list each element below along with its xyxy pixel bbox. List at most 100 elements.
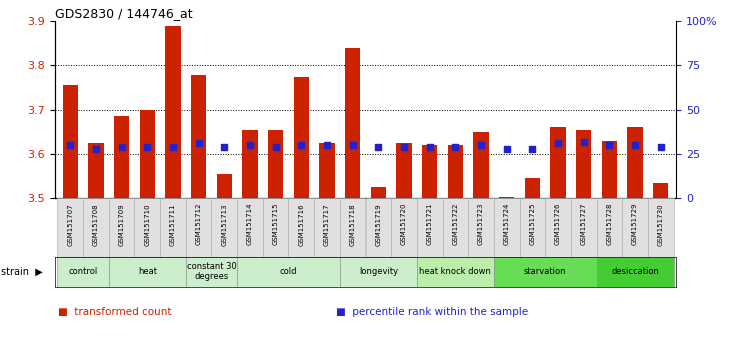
Point bbox=[244, 142, 256, 148]
Text: cold: cold bbox=[280, 267, 298, 276]
Bar bbox=[63, 85, 78, 198]
Text: GSM151728: GSM151728 bbox=[607, 203, 613, 245]
Bar bbox=[340, 257, 417, 287]
Bar bbox=[340, 198, 366, 257]
Text: GSM151710: GSM151710 bbox=[144, 203, 151, 246]
Text: GSM151722: GSM151722 bbox=[452, 203, 458, 245]
Text: GSM151724: GSM151724 bbox=[504, 203, 510, 245]
Point bbox=[398, 144, 410, 150]
Bar bbox=[58, 257, 109, 287]
Point bbox=[346, 142, 358, 148]
Bar bbox=[417, 257, 494, 287]
Text: GSM151723: GSM151723 bbox=[478, 203, 484, 245]
Bar bbox=[242, 130, 257, 198]
Bar bbox=[371, 187, 386, 198]
Bar bbox=[186, 198, 211, 257]
Bar bbox=[442, 198, 468, 257]
Bar bbox=[576, 130, 591, 198]
Bar bbox=[216, 174, 232, 198]
Point bbox=[526, 146, 538, 152]
Bar bbox=[83, 198, 109, 257]
Bar bbox=[366, 198, 391, 257]
Bar bbox=[191, 75, 206, 198]
Bar bbox=[109, 198, 135, 257]
Text: GSM151730: GSM151730 bbox=[658, 203, 664, 246]
Text: GSM151718: GSM151718 bbox=[349, 203, 356, 246]
Text: starvation: starvation bbox=[524, 267, 567, 276]
Point bbox=[655, 144, 667, 150]
Point bbox=[424, 144, 436, 150]
Bar bbox=[648, 198, 673, 257]
Point bbox=[167, 144, 179, 150]
Text: GSM151712: GSM151712 bbox=[196, 203, 202, 245]
Bar bbox=[186, 257, 237, 287]
Bar bbox=[468, 198, 494, 257]
Text: GSM151714: GSM151714 bbox=[247, 203, 253, 245]
Text: GSM151716: GSM151716 bbox=[298, 203, 304, 246]
Text: GSM151713: GSM151713 bbox=[221, 203, 227, 246]
Bar bbox=[571, 198, 596, 257]
Bar bbox=[520, 198, 545, 257]
Text: strain  ▶: strain ▶ bbox=[1, 267, 43, 277]
Point bbox=[373, 144, 385, 150]
Point bbox=[193, 141, 205, 146]
Text: GSM151719: GSM151719 bbox=[375, 203, 382, 246]
Point bbox=[90, 146, 102, 152]
Bar bbox=[494, 257, 596, 287]
Bar bbox=[263, 198, 289, 257]
Bar bbox=[602, 141, 617, 198]
Bar bbox=[237, 198, 263, 257]
Text: GSM151717: GSM151717 bbox=[324, 203, 330, 246]
Bar bbox=[391, 198, 417, 257]
Point bbox=[501, 146, 512, 152]
Text: GSM151729: GSM151729 bbox=[632, 203, 638, 245]
Point bbox=[578, 139, 590, 144]
Bar bbox=[596, 257, 673, 287]
Bar bbox=[135, 198, 160, 257]
Point bbox=[270, 144, 281, 150]
Text: heat: heat bbox=[137, 267, 156, 276]
Point bbox=[552, 141, 564, 146]
Bar bbox=[114, 116, 129, 198]
Text: control: control bbox=[69, 267, 98, 276]
Bar bbox=[165, 25, 181, 198]
Text: GSM151708: GSM151708 bbox=[93, 203, 99, 246]
Bar bbox=[140, 110, 155, 198]
Text: GSM151725: GSM151725 bbox=[529, 203, 535, 245]
Bar bbox=[314, 198, 340, 257]
Bar bbox=[268, 130, 284, 198]
Text: ■  percentile rank within the sample: ■ percentile rank within the sample bbox=[336, 307, 529, 316]
Bar bbox=[58, 198, 83, 257]
Point bbox=[115, 144, 127, 150]
Point bbox=[295, 142, 307, 148]
Bar bbox=[396, 143, 412, 198]
Text: ■  transformed count: ■ transformed count bbox=[58, 307, 172, 316]
Point bbox=[219, 144, 230, 150]
Bar bbox=[88, 143, 104, 198]
Bar bbox=[237, 257, 340, 287]
Point bbox=[604, 142, 616, 148]
Text: longevity: longevity bbox=[359, 267, 398, 276]
Point bbox=[450, 144, 461, 150]
Text: desiccation: desiccation bbox=[611, 267, 659, 276]
Bar bbox=[627, 127, 643, 198]
Point bbox=[475, 142, 487, 148]
Bar bbox=[447, 145, 463, 198]
Bar bbox=[422, 145, 437, 198]
Text: GSM151715: GSM151715 bbox=[273, 203, 279, 245]
Bar bbox=[596, 198, 622, 257]
Text: GSM151726: GSM151726 bbox=[555, 203, 561, 245]
Point bbox=[64, 142, 76, 148]
Text: GSM151711: GSM151711 bbox=[170, 203, 176, 246]
Text: GSM151709: GSM151709 bbox=[118, 203, 124, 246]
Text: GSM151707: GSM151707 bbox=[67, 203, 73, 246]
Text: GSM151721: GSM151721 bbox=[427, 203, 433, 245]
Point bbox=[321, 142, 333, 148]
Bar bbox=[622, 198, 648, 257]
Text: GSM151727: GSM151727 bbox=[580, 203, 587, 245]
Bar bbox=[109, 257, 186, 287]
Point bbox=[629, 142, 641, 148]
Bar bbox=[294, 76, 309, 198]
Bar bbox=[160, 198, 186, 257]
Bar bbox=[545, 198, 571, 257]
